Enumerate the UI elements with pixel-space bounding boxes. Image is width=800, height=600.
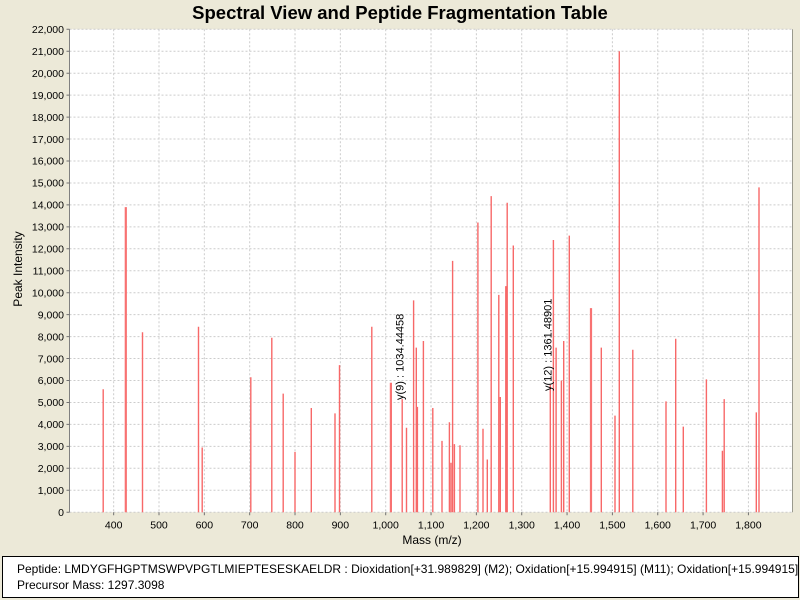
svg-text:600: 600 bbox=[196, 520, 214, 532]
svg-text:6,000: 6,000 bbox=[38, 375, 64, 387]
svg-text:Mass (m/z): Mass (m/z) bbox=[402, 533, 461, 547]
svg-text:12,000: 12,000 bbox=[32, 244, 64, 256]
svg-text:Peak Intensity: Peak Intensity bbox=[11, 231, 25, 306]
svg-text:900: 900 bbox=[332, 520, 350, 532]
svg-text:2,000: 2,000 bbox=[38, 463, 64, 475]
svg-text:1,000: 1,000 bbox=[38, 485, 64, 497]
svg-text:10,000: 10,000 bbox=[32, 287, 64, 299]
svg-text:13,000: 13,000 bbox=[32, 222, 64, 234]
svg-text:1,700: 1,700 bbox=[690, 520, 716, 532]
svg-text:700: 700 bbox=[241, 520, 259, 532]
svg-text:5,000: 5,000 bbox=[38, 397, 64, 409]
svg-text:9,000: 9,000 bbox=[38, 309, 64, 321]
svg-text:y(9) : 1034.44458: y(9) : 1034.44458 bbox=[395, 314, 407, 400]
svg-text:800: 800 bbox=[286, 520, 304, 532]
svg-text:400: 400 bbox=[105, 520, 123, 532]
svg-text:20,000: 20,000 bbox=[32, 68, 64, 80]
svg-text:1,800: 1,800 bbox=[735, 520, 761, 532]
svg-text:1,600: 1,600 bbox=[645, 520, 671, 532]
svg-text:1,500: 1,500 bbox=[599, 520, 625, 532]
svg-text:0: 0 bbox=[58, 507, 64, 519]
svg-text:1,100: 1,100 bbox=[418, 520, 444, 532]
svg-text:19,000: 19,000 bbox=[32, 90, 64, 102]
svg-text:7,000: 7,000 bbox=[38, 353, 64, 365]
svg-text:1,400: 1,400 bbox=[554, 520, 580, 532]
svg-text:22,000: 22,000 bbox=[32, 24, 64, 36]
svg-text:11,000: 11,000 bbox=[33, 265, 64, 277]
svg-text:1,300: 1,300 bbox=[509, 520, 535, 532]
svg-text:3,000: 3,000 bbox=[38, 441, 64, 453]
svg-text:1,200: 1,200 bbox=[463, 520, 489, 532]
svg-text:15,000: 15,000 bbox=[32, 178, 64, 190]
svg-text:1,000: 1,000 bbox=[373, 520, 399, 532]
svg-text:4,000: 4,000 bbox=[38, 419, 64, 431]
svg-text:21,000: 21,000 bbox=[32, 46, 64, 58]
svg-text:14,000: 14,000 bbox=[32, 200, 64, 212]
svg-text:18,000: 18,000 bbox=[32, 112, 64, 124]
svg-text:17,000: 17,000 bbox=[32, 134, 64, 146]
svg-text:500: 500 bbox=[150, 520, 168, 532]
svg-text:16,000: 16,000 bbox=[32, 156, 64, 168]
svg-text:y(12) : 1361.48901: y(12) : 1361.48901 bbox=[543, 299, 555, 391]
svg-text:8,000: 8,000 bbox=[38, 331, 64, 343]
